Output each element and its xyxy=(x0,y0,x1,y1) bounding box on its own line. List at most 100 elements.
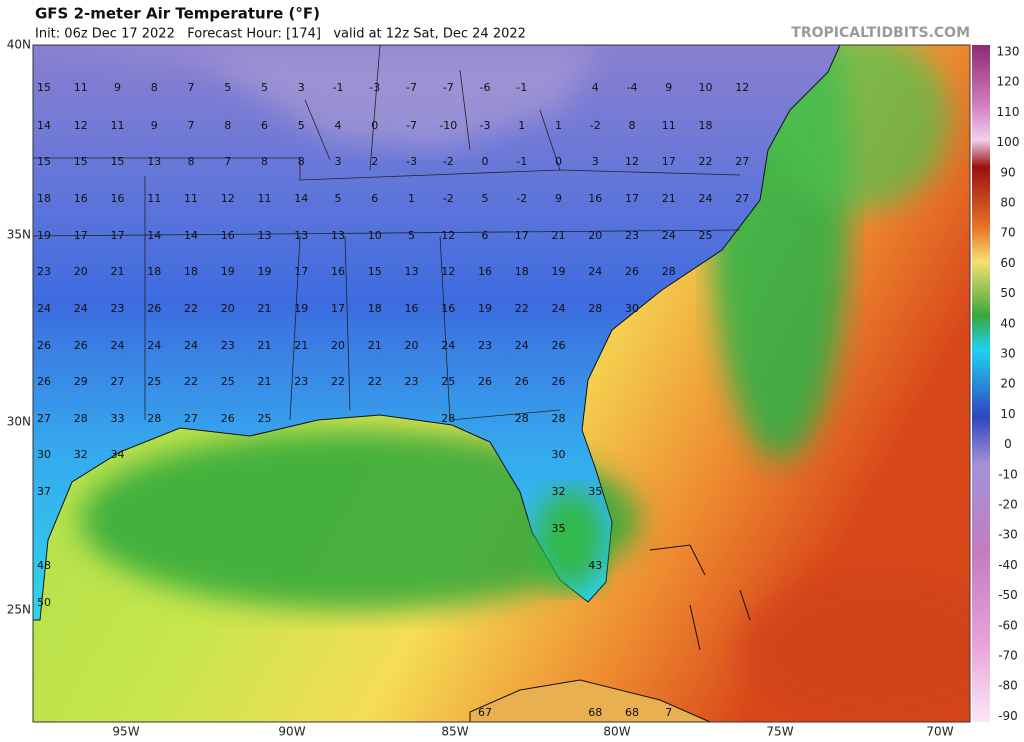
station-value: 43 xyxy=(588,559,602,572)
station-value: 13 xyxy=(405,265,419,278)
station-value: 27 xyxy=(111,375,125,388)
station-value: 16 xyxy=(74,192,88,205)
station-value: 12 xyxy=(625,155,639,168)
station-value: 24 xyxy=(74,302,88,315)
station-value: 17 xyxy=(294,265,308,278)
station-value: 5 xyxy=(408,229,415,242)
subtitle: Init: 06z Dec 17 2022 Forecast Hour: [17… xyxy=(35,27,526,42)
station-value: 16 xyxy=(441,302,455,315)
station-value: 12 xyxy=(735,81,749,94)
station-value: 4 xyxy=(592,81,599,94)
station-value: 3 xyxy=(335,155,342,168)
site: TROPICALTIDBITS.COM xyxy=(791,25,970,41)
station-value: 13 xyxy=(147,155,161,168)
station-value: 19 xyxy=(478,302,492,315)
colorbar-tick-label: 60 xyxy=(1000,256,1015,270)
lat-label: 40N xyxy=(7,38,31,52)
station-value: 28 xyxy=(441,412,455,425)
lon-label: 75W xyxy=(766,725,793,739)
station-value: 48 xyxy=(37,559,51,572)
station-value: 22 xyxy=(184,302,198,315)
station-value: 11 xyxy=(258,192,272,205)
station-value: 26 xyxy=(478,375,492,388)
station-value: 24 xyxy=(552,302,566,315)
station-value: 18 xyxy=(37,192,51,205)
station-value: 22 xyxy=(368,375,382,388)
station-value: 20 xyxy=(74,265,88,278)
station-value: 14 xyxy=(147,229,161,242)
station-value: 24 xyxy=(441,339,455,352)
station-value: 19 xyxy=(294,302,308,315)
station-value: 17 xyxy=(662,155,676,168)
station-value: 20 xyxy=(588,229,602,242)
colorbar-tick-label: 100 xyxy=(997,135,1020,149)
station-value: 12 xyxy=(441,229,455,242)
station-value: 11 xyxy=(111,119,125,132)
station-value: 18 xyxy=(368,302,382,315)
colorbar-tick-label: -10 xyxy=(998,467,1018,481)
station-value: 26 xyxy=(221,412,235,425)
station-value: 28 xyxy=(662,265,676,278)
station-value: -2 xyxy=(443,155,454,168)
station-value: 24 xyxy=(37,302,51,315)
station-value: 21 xyxy=(258,375,272,388)
station-value: 3 xyxy=(592,155,599,168)
station-value: 22 xyxy=(699,155,713,168)
station-value: 9 xyxy=(151,119,158,132)
colorbar-tick-label: -80 xyxy=(998,679,1018,693)
station-value: 68 xyxy=(588,706,602,719)
station-value: 8 xyxy=(261,155,268,168)
station-value: 30 xyxy=(37,448,51,461)
colorbar-tick-label: 130 xyxy=(997,45,1020,59)
station-value: 21 xyxy=(662,192,676,205)
station-value: 19 xyxy=(552,265,566,278)
station-value: 15 xyxy=(74,155,88,168)
station-value: 26 xyxy=(37,375,51,388)
station-value: 24 xyxy=(699,192,713,205)
station-value: 30 xyxy=(625,302,639,315)
station-value: 9 xyxy=(665,81,672,94)
station-value: 15 xyxy=(111,155,125,168)
station-value: 7 xyxy=(665,706,672,719)
station-value: -1 xyxy=(516,155,527,168)
station-value: 17 xyxy=(74,229,88,242)
station-value: 34 xyxy=(111,448,125,461)
station-value: 16 xyxy=(478,265,492,278)
station-value: 68 xyxy=(625,706,639,719)
station-value: 8 xyxy=(151,81,158,94)
station-value: 37 xyxy=(37,485,51,498)
station-value: 5 xyxy=(298,119,305,132)
station-value: 15 xyxy=(37,155,51,168)
colorbar-tick-label: -30 xyxy=(998,528,1018,542)
station-value: 13 xyxy=(294,229,308,242)
colorbar-tick-label: 40 xyxy=(1000,316,1015,330)
station-value: 26 xyxy=(625,265,639,278)
colorbar-tick-label: -60 xyxy=(998,618,1018,632)
station-value: 10 xyxy=(368,229,382,242)
station-value: 23 xyxy=(625,229,639,242)
station-value: 0 xyxy=(371,119,378,132)
station-value: -2 xyxy=(443,192,454,205)
station-value: 8 xyxy=(298,155,305,168)
station-value: 14 xyxy=(184,229,198,242)
station-value: 50 xyxy=(37,596,51,609)
station-value: 29 xyxy=(74,375,88,388)
colorbar-tick-label: 110 xyxy=(997,105,1020,119)
station-value: 18 xyxy=(147,265,161,278)
station-value: 7 xyxy=(224,155,231,168)
station-value: 26 xyxy=(515,375,529,388)
station-value: 5 xyxy=(261,81,268,94)
station-value: -2 xyxy=(516,192,527,205)
colorbar-tick-label: -50 xyxy=(998,588,1018,602)
station-value: -4 xyxy=(627,81,638,94)
map-frame xyxy=(32,44,971,723)
station-value: 0 xyxy=(482,155,489,168)
station-value: 25 xyxy=(221,375,235,388)
lon-label: 85W xyxy=(441,725,468,739)
colorbar xyxy=(972,45,990,722)
station-value: 21 xyxy=(368,339,382,352)
station-value: 32 xyxy=(552,485,566,498)
station-value: 27 xyxy=(735,155,749,168)
station-value: 10 xyxy=(699,81,713,94)
